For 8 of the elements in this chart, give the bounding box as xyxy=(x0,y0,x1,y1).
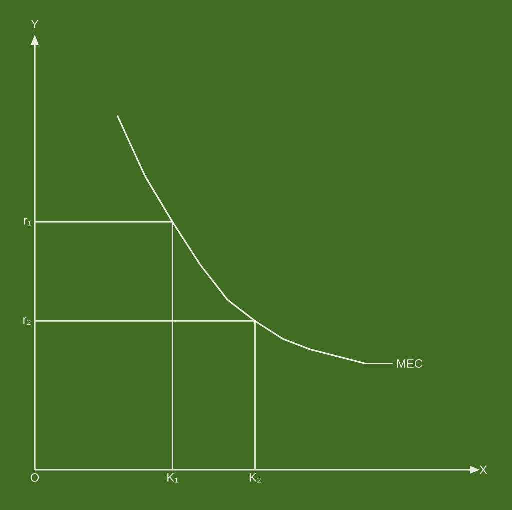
text: Y xyxy=(31,20,39,28)
ref-line-label: r₂ xyxy=(24,317,31,325)
x-tick-label: O xyxy=(30,474,40,482)
x-tick-label: K₁ xyxy=(168,474,178,483)
x-axis-title: X xyxy=(480,466,488,474)
ref-line-label: r₁ xyxy=(24,218,32,226)
x-tick-label: K₂ xyxy=(250,474,261,483)
series-label: MEC xyxy=(397,359,423,368)
